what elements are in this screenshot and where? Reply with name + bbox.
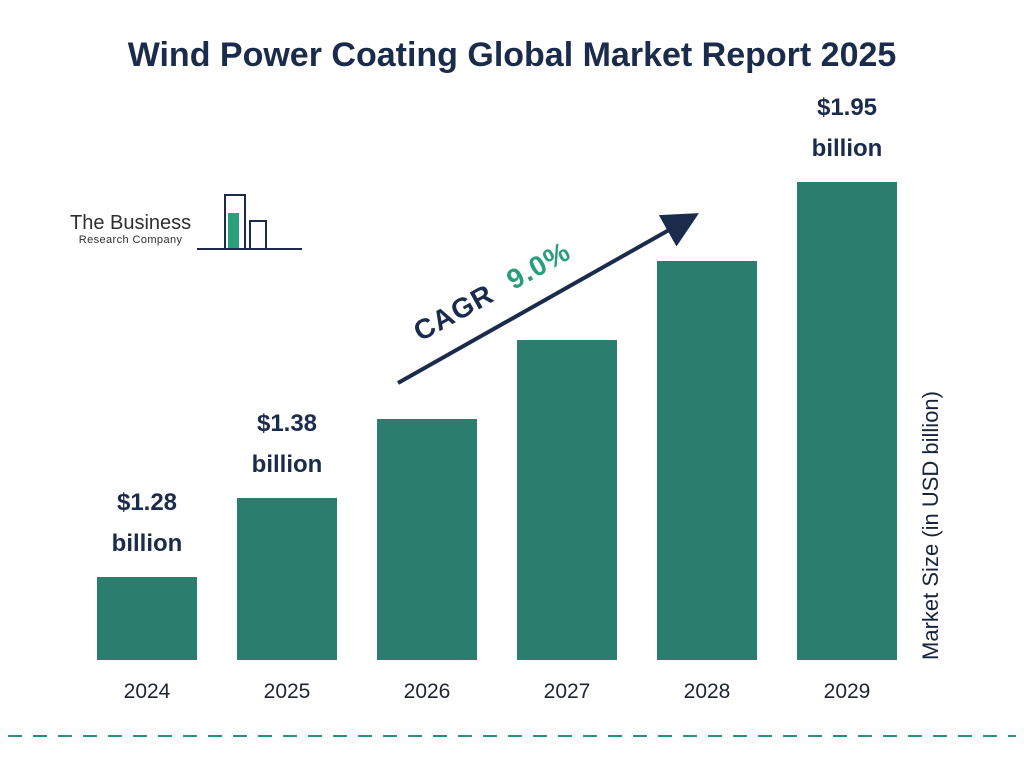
bar-2028: [657, 261, 757, 660]
bar-column-2028: 2028: [657, 261, 757, 703]
logo-text-line2: Research Company: [78, 234, 183, 246]
x-axis-label-2028: 2028: [683, 680, 731, 703]
bar-2024: [97, 577, 197, 660]
page-title: Wind Power Coating Global Market Report …: [127, 36, 897, 74]
bar-column-2025: $1.38 billion 2025: [237, 404, 337, 703]
bar-column-2027: 2027: [517, 340, 617, 703]
logo-text: The Business Research Company: [70, 212, 191, 254]
logo-bar-chart-icon: [197, 194, 303, 250]
y-axis-label: Market Size (in USD billion): [918, 391, 943, 660]
x-axis-label-2024: 2024: [123, 680, 171, 703]
company-logo: The Business Research Company: [70, 192, 305, 254]
bar-2026: [377, 419, 477, 660]
x-axis-label-2026: 2026: [403, 680, 451, 703]
bar-2027: [517, 340, 617, 660]
bar-2029: [797, 182, 897, 660]
x-axis-label-2027: 2027: [543, 680, 591, 703]
bar-column-2029: $1.95 billion 2029: [797, 88, 897, 703]
x-axis-label-2025: 2025: [263, 680, 311, 703]
logo-text-line1: The Business: [70, 212, 192, 234]
x-axis-label-2029: 2029: [823, 680, 871, 703]
bar-chart: $1.28 billion 2024 $1.38 billion 2025 2026 20…: [97, 88, 897, 703]
bar-2025: [237, 498, 337, 660]
bar-value-label-2025: $1.38 billion: [251, 410, 323, 479]
bottom-divider-line: [8, 735, 1016, 737]
bar-column-2026: 2026: [377, 419, 477, 703]
bar-value-label-2029: $1.95 billion: [811, 94, 883, 163]
bar-value-label-2024: $1.28 billion: [111, 489, 183, 558]
bar-column-2024: $1.28 billion 2024: [97, 483, 197, 703]
